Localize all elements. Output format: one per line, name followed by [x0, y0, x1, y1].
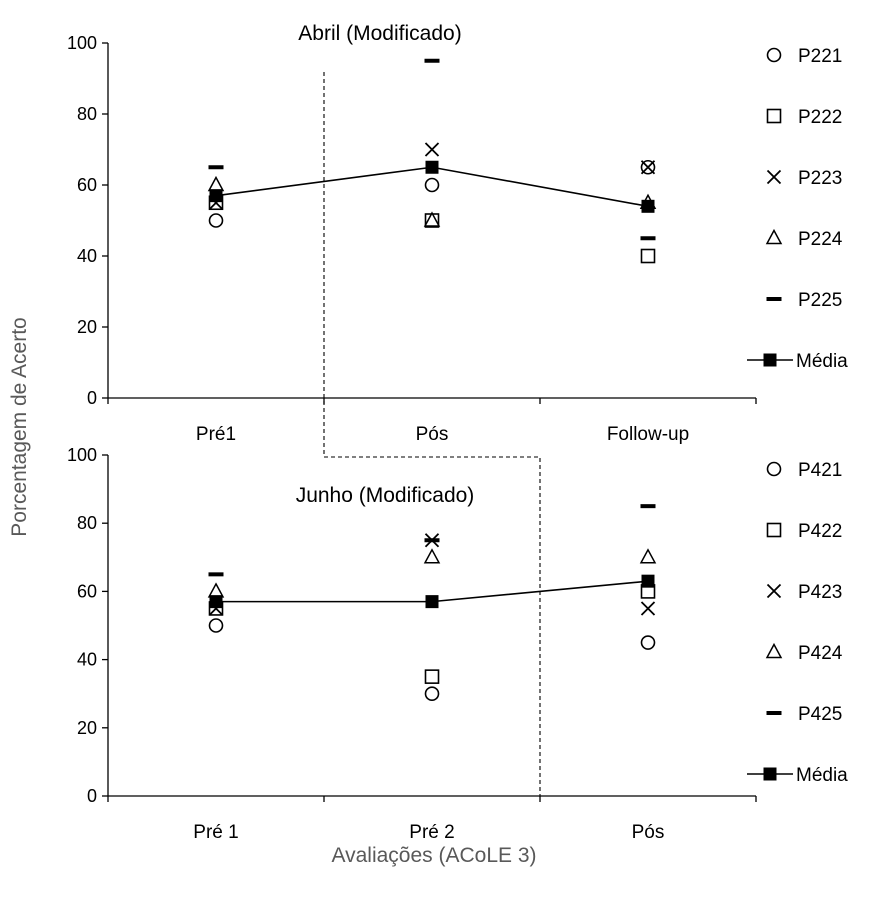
- y-tick-label: 20: [77, 317, 97, 337]
- y-tick-label: 60: [77, 175, 97, 195]
- legend-marker: [766, 47, 782, 63]
- x-tick-label: Pré 2: [409, 822, 454, 843]
- legend-label: P225: [798, 290, 842, 311]
- data-point-p423: [640, 601, 656, 616]
- data-point-mdia: [641, 574, 655, 588]
- legend-label: P422: [798, 521, 842, 542]
- data-point-p222: [640, 248, 656, 264]
- legend-label: P223: [798, 168, 842, 189]
- y-tick-label: 100: [67, 33, 97, 53]
- legend-label: P221: [798, 46, 842, 67]
- y-tick-label: 80: [77, 513, 97, 533]
- data-point-p424: [207, 582, 225, 598]
- data-point-p225: [640, 236, 656, 241]
- y-tick-label: 80: [77, 104, 97, 124]
- data-point-p225: [208, 165, 224, 170]
- data-point-p422: [424, 669, 440, 684]
- legend-label: P421: [798, 460, 842, 481]
- data-point-mdia: [425, 595, 439, 609]
- legend-label: P224: [798, 229, 843, 250]
- data-point-p424: [423, 548, 441, 564]
- legend-marker: [765, 642, 783, 659]
- data-point-p224: [207, 175, 225, 192]
- y-axis-title: Porcentagem de Acerto: [8, 317, 31, 536]
- phase-divider-line: [323, 72, 541, 796]
- data-point-mdia: [209, 189, 223, 203]
- data-point-p425: [640, 504, 656, 509]
- data-point-p223: [424, 142, 440, 157]
- x-axis-title: Avaliações (ACoLE 3): [331, 844, 536, 867]
- panel-title: Abril (Modificado): [298, 22, 461, 45]
- data-point-p424: [639, 548, 657, 564]
- data-point-p221: [424, 177, 440, 193]
- legend-marker: [766, 583, 782, 599]
- legend-marker: [763, 767, 777, 781]
- data-point-mdia: [425, 160, 439, 174]
- y-tick-label: 100: [67, 445, 97, 465]
- y-tick-label: 20: [77, 718, 97, 738]
- data-point-mdia: [641, 199, 655, 213]
- phase-divider: [323, 72, 541, 796]
- legend-label: P425: [798, 704, 842, 725]
- y-tick-label: 0: [87, 786, 97, 806]
- y-tick-label: 0: [87, 388, 97, 408]
- y-tick-label: 40: [77, 246, 97, 266]
- data-point-p421: [640, 635, 656, 650]
- data-point-p421: [424, 686, 440, 702]
- legend-marker: [766, 169, 782, 185]
- panel-junho: Junho (Modificado) 0 20 40 60 80 100 Pré 1 Pré …: [67, 445, 848, 843]
- legend-label: Média: [796, 351, 848, 372]
- legend-label: P423: [798, 582, 842, 603]
- data-point-p221: [208, 213, 224, 228]
- y-tick-label: 60: [77, 581, 97, 601]
- x-tick-label: Pré1: [196, 424, 236, 445]
- legend-marker: [766, 711, 782, 715]
- panel-title: Junho (Modificado): [296, 484, 475, 507]
- x-tick-label: Follow-up: [607, 424, 689, 445]
- legend-label: Média: [796, 765, 848, 786]
- legend-marker: [766, 297, 782, 301]
- legend-marker: [765, 228, 783, 245]
- data-point-p225: [424, 58, 440, 63]
- data-point-p224: [423, 211, 441, 227]
- x-tick-label: Pré 1: [193, 822, 238, 843]
- data-point-p425: [208, 572, 224, 577]
- x-tick-label: Pós: [632, 822, 665, 843]
- legend-label: P424: [798, 643, 843, 664]
- y-tick-label: 40: [77, 650, 97, 670]
- legend-marker: [766, 522, 782, 538]
- data-point-p421: [208, 618, 224, 633]
- legend-label: P222: [798, 107, 842, 128]
- legend-marker: [763, 353, 777, 367]
- legend-marker: [766, 461, 782, 477]
- data-point-mdia: [209, 595, 223, 609]
- legend-marker: [766, 108, 782, 124]
- data-point-p223: [640, 160, 656, 175]
- x-tick-label: Pós: [416, 424, 449, 445]
- panel-abril: Abril (Modificado) 0 20 40 60 80 100 Pré1 Pós Fo…: [67, 22, 848, 445]
- data-point-p425: [424, 538, 440, 543]
